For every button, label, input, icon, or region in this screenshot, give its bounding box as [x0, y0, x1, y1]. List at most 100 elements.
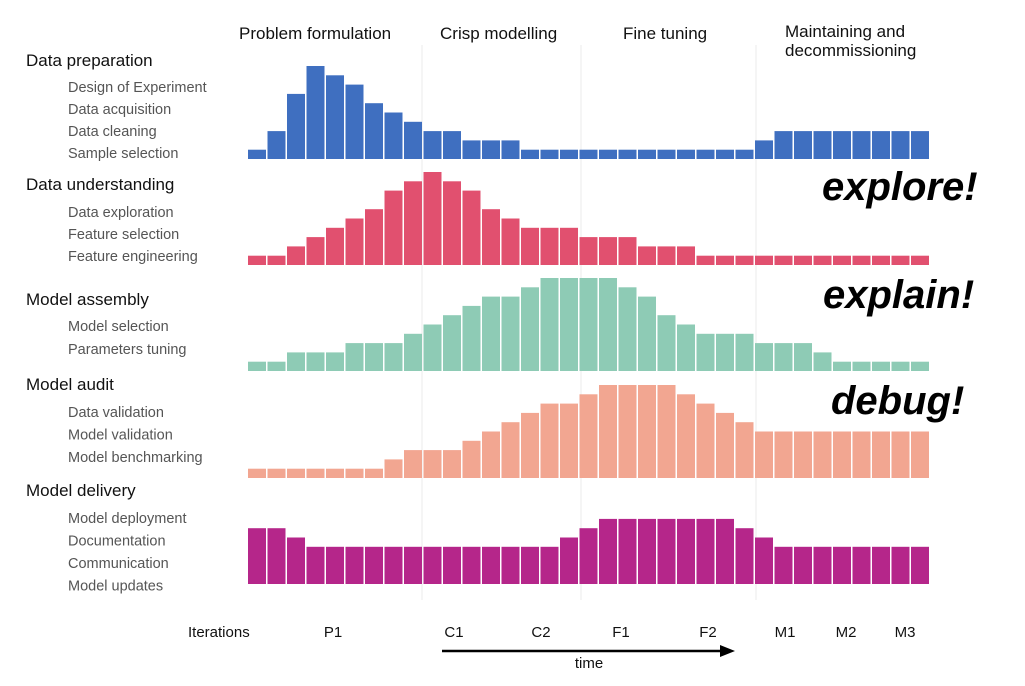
bar: [755, 343, 773, 371]
iteration-label: M3: [895, 624, 916, 641]
stage-label: Data preparation: [26, 51, 153, 70]
bar: [560, 537, 578, 584]
bar: [384, 546, 403, 584]
bar: [326, 352, 344, 371]
bar: [345, 468, 364, 478]
bar: [365, 103, 383, 159]
bar: [696, 255, 715, 265]
bar: [891, 255, 910, 265]
bar: [521, 287, 539, 371]
iteration-label: C1: [444, 624, 463, 641]
bar: [345, 343, 364, 371]
bar: [813, 546, 832, 584]
bar: [852, 255, 871, 265]
iteration-tick-labels: P1 C1 C2 F1 F2 M1 M2 M3: [324, 624, 916, 641]
bar: [794, 255, 812, 265]
bar: [384, 343, 403, 371]
bar: [267, 255, 286, 265]
bar: [365, 343, 383, 371]
bar: [755, 431, 773, 478]
stage-subitem-label: Model validation: [68, 428, 173, 444]
bar: [540, 278, 559, 371]
time-label: time: [575, 655, 603, 672]
bar: [833, 131, 851, 159]
time-arrow-head-icon: [720, 645, 735, 657]
bar: [735, 528, 754, 584]
bar: [657, 246, 676, 265]
bar: [657, 518, 676, 584]
annotation-explore: explore!: [822, 165, 978, 209]
bar: [462, 305, 481, 371]
bar: [794, 131, 812, 159]
bar: [891, 361, 910, 371]
bar: [794, 431, 812, 478]
bar: [267, 468, 286, 478]
stage-subitem-label: Model deployment: [68, 511, 187, 527]
bar: [365, 546, 383, 584]
bar: [443, 181, 461, 265]
bar: [423, 324, 442, 371]
bar: [774, 343, 793, 371]
bar: [618, 287, 637, 371]
bar: [482, 546, 500, 584]
bar: [248, 361, 266, 371]
bar: [306, 352, 325, 371]
iteration-label: F2: [699, 624, 717, 641]
bar: [794, 546, 812, 584]
bar: [248, 255, 266, 265]
bar: [306, 468, 325, 478]
bar: [482, 431, 500, 478]
bar: [638, 296, 656, 371]
bar: [248, 528, 266, 584]
bar: [423, 131, 442, 159]
bar: [891, 431, 910, 478]
bar: [404, 121, 422, 159]
bar: [638, 246, 656, 265]
bar: [716, 412, 734, 478]
bar: [326, 227, 344, 265]
bar: [911, 546, 929, 584]
bar: [813, 131, 832, 159]
bar: [462, 140, 481, 159]
bar: [501, 422, 520, 478]
bar: [365, 468, 383, 478]
stage-subitem-label: Feature engineering: [68, 249, 198, 265]
iterations-label: Iterations: [188, 624, 250, 641]
bar: [267, 361, 286, 371]
bar: [287, 93, 305, 159]
bar: [287, 537, 305, 584]
bar: [618, 518, 637, 584]
stage-label: Model assembly: [26, 290, 149, 309]
bar: [755, 140, 773, 159]
bar: [813, 255, 832, 265]
bar: [423, 450, 442, 478]
bar: [521, 546, 539, 584]
iteration-label: P1: [324, 624, 342, 641]
bar: [696, 333, 715, 371]
bar: [423, 172, 442, 265]
bar: [813, 352, 832, 371]
bar: [911, 361, 929, 371]
bar: [521, 227, 539, 265]
bar: [404, 546, 422, 584]
phase-label-maintaining-line1: Maintaining and: [785, 22, 905, 41]
bar: [306, 66, 325, 159]
bar: [618, 237, 637, 265]
bar: [540, 149, 559, 159]
stage-subitem-label: Data acquisition: [68, 102, 171, 118]
bar: [326, 75, 344, 159]
bar: [657, 315, 676, 371]
stage-subitem-label: Communication: [68, 556, 169, 572]
bar: [404, 181, 422, 265]
bar: [579, 149, 598, 159]
bar: [599, 518, 617, 584]
bar: [501, 296, 520, 371]
bar: [560, 403, 578, 478]
bar: [677, 246, 695, 265]
bar-groups: [248, 66, 929, 584]
bar: [716, 333, 734, 371]
bar: [579, 394, 598, 478]
series-data-understanding: [248, 172, 929, 265]
bar: [365, 209, 383, 265]
bar: [813, 431, 832, 478]
